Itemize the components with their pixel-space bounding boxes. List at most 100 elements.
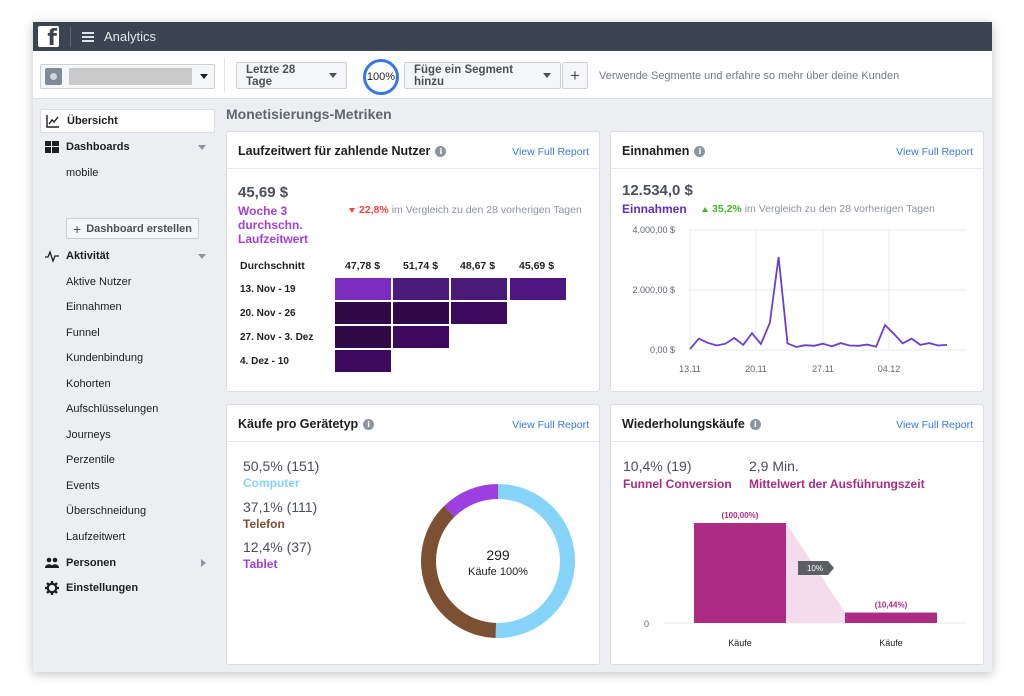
segment-hint: Verwende Segmente und erfahre so mehr üb… bbox=[599, 70, 900, 82]
card-title: Einnahmen i bbox=[622, 144, 706, 158]
funnel-bar-step-2[interactable] bbox=[845, 612, 937, 623]
device-name-computer: Computer bbox=[243, 476, 300, 490]
card-header: Käufe pro Gerätetyp i View Full Report bbox=[227, 405, 599, 442]
sidebar-item-label: Personen bbox=[66, 557, 117, 569]
column-average-1: 47,78 $ bbox=[345, 260, 381, 272]
hamburger-menu-icon[interactable] bbox=[82, 31, 94, 42]
toolbar: Letzte 28 Tage 100% Füge ein Segment hin… bbox=[33, 51, 992, 99]
view-full-report-link[interactable]: View Full Report bbox=[896, 146, 973, 158]
chevron-down-icon[interactable] bbox=[198, 145, 206, 150]
app-selector[interactable] bbox=[40, 64, 215, 89]
cohort-cell[interactable] bbox=[451, 302, 507, 324]
conversion-badge-label: 10% bbox=[807, 564, 823, 573]
sidebar-item-dashboards[interactable]: Dashboards bbox=[40, 135, 215, 159]
funnel-conversion-value: 10,4% (19) bbox=[623, 458, 692, 474]
average-label: Durchschnitt bbox=[240, 260, 305, 272]
sidebar-item-journeys[interactable]: Journeys bbox=[66, 429, 111, 441]
cohort-cell[interactable] bbox=[335, 302, 391, 324]
info-icon[interactable]: i bbox=[363, 418, 375, 430]
donut-slice-tablet[interactable] bbox=[443, 484, 498, 517]
sidebar-item-label: Aktivität bbox=[66, 250, 110, 262]
y-tick-label: 2.000,00 $ bbox=[632, 285, 675, 295]
sidebar-item-lifetime-value[interactable]: Laufzeitwert bbox=[66, 531, 126, 543]
sidebar-item-label: Einstellungen bbox=[66, 582, 139, 594]
chevron-right-icon[interactable] bbox=[201, 559, 206, 567]
cohort-cell[interactable] bbox=[335, 326, 391, 348]
date-range-button[interactable]: Letzte 28 Tage bbox=[236, 62, 347, 89]
funnel-bar-label: (10,44%) bbox=[875, 601, 908, 610]
people-icon bbox=[45, 556, 59, 570]
cohort-row-label: 4. Dez - 10 bbox=[240, 356, 289, 367]
facebook-logo-icon[interactable]: f bbox=[38, 26, 59, 47]
ltv-comparison: 22,8% im Vergleich zu den 28 vorherigen … bbox=[349, 204, 582, 216]
donut-slice-computer[interactable] bbox=[495, 484, 575, 638]
cohort-cell[interactable] bbox=[393, 302, 449, 324]
info-icon[interactable]: i bbox=[435, 145, 447, 157]
revenue-series-line bbox=[689, 256, 948, 350]
sidebar-item-active-users[interactable]: Aktive Nutzer bbox=[66, 276, 132, 288]
chevron-down-icon[interactable] bbox=[198, 254, 206, 259]
sidebar-item-breakdowns[interactable]: Aufschlüsselungen bbox=[66, 403, 159, 415]
card-title: Laufzeitwert für zahlende Nutzer i bbox=[238, 144, 447, 158]
top-divider bbox=[70, 26, 71, 47]
x-tick-label: 04.12 bbox=[878, 364, 901, 374]
sidebar-item-retention[interactable]: Kundenbindung bbox=[66, 352, 144, 364]
ltv-value: 45,69 $ bbox=[238, 184, 289, 201]
info-icon[interactable]: i bbox=[749, 418, 761, 430]
sidebar-item-activity[interactable]: Aktivität bbox=[40, 244, 215, 268]
sidebar-item-overview[interactable]: Übersicht bbox=[40, 109, 215, 133]
x-tick-label: Käufe bbox=[728, 638, 752, 648]
device-value-tablet: 12,4% (37) bbox=[243, 539, 312, 555]
y-tick-label: 0,00 $ bbox=[650, 345, 675, 355]
cohort-cell[interactable] bbox=[335, 278, 391, 300]
funnel-bar-chart[interactable]: 0 (100,00%) (10,44%) 10% Käufe Käufe bbox=[611, 505, 985, 655]
ltv-label: Woche 3 durchschn. Laufzeitwert bbox=[238, 204, 309, 246]
donut-slice-telefon[interactable] bbox=[421, 506, 497, 638]
sidebar-item-mobile[interactable]: mobile bbox=[66, 167, 99, 179]
cohort-row-label: 20. Nov - 26 bbox=[240, 308, 296, 319]
sidebar-item-settings[interactable]: Einstellungen bbox=[40, 576, 215, 600]
revenue-value: 12.534,0 $ bbox=[622, 182, 693, 199]
view-full-report-link[interactable]: View Full Report bbox=[896, 419, 973, 431]
sidebar-item-revenue[interactable]: Einnahmen bbox=[66, 301, 122, 313]
device-value-computer: 50,5% (151) bbox=[243, 458, 320, 474]
view-full-report-link[interactable]: View Full Report bbox=[512, 419, 589, 431]
cohort-cell[interactable] bbox=[335, 350, 391, 372]
sidebar-item-events[interactable]: Events bbox=[66, 480, 100, 492]
plus-icon: + bbox=[73, 220, 82, 237]
sidebar-item-overlap[interactable]: Überschneidung bbox=[66, 505, 147, 517]
info-icon[interactable]: i bbox=[694, 145, 706, 157]
card-title: Wiederholungskäufe i bbox=[622, 417, 761, 431]
column-average-4: 45,69 $ bbox=[519, 260, 555, 272]
analytics-window: f Analytics Letzte 28 Tage 100% Füge ein… bbox=[33, 22, 992, 672]
add-segment-button[interactable]: Füge ein Segment hinzu bbox=[404, 62, 561, 89]
x-tick-label: 13.11 bbox=[679, 364, 701, 374]
cohort-cell[interactable] bbox=[451, 278, 507, 300]
create-dashboard-button[interactable]: + Dashboard erstellen bbox=[66, 218, 199, 239]
mean-time-label: Mittelwert der Ausführungszeit bbox=[749, 477, 925, 491]
new-segment-button[interactable]: + bbox=[562, 62, 588, 89]
card-header: Einnahmen i View Full Report bbox=[611, 132, 983, 169]
column-average-3: 48,67 $ bbox=[460, 260, 496, 272]
cohort-cell[interactable] bbox=[393, 278, 449, 300]
cohort-cell[interactable] bbox=[393, 326, 449, 348]
revenue-line-chart[interactable]: 4.000,00 $ 2.000,00 $ 0,00 $ 13.11 20.11… bbox=[611, 220, 985, 380]
sidebar-item-funnel[interactable]: Funnel bbox=[66, 327, 100, 339]
sidebar-item-people[interactable]: Personen bbox=[40, 551, 215, 575]
chevron-down-icon bbox=[200, 74, 208, 79]
mean-time-value: 2,9 Min. bbox=[749, 458, 799, 474]
sampling-indicator[interactable]: 100% bbox=[363, 59, 399, 95]
sidebar-item-percentiles[interactable]: Perzentile bbox=[66, 454, 115, 466]
date-range-label: Letzte 28 Tage bbox=[246, 63, 296, 88]
view-full-report-link[interactable]: View Full Report bbox=[512, 146, 589, 158]
y-tick-label: 0 bbox=[644, 619, 649, 629]
funnel-bar-step-1[interactable] bbox=[694, 523, 786, 623]
create-dashboard-label: Dashboard erstellen bbox=[86, 222, 192, 235]
sidebar: Übersicht Dashboards mobile + Dashboard e… bbox=[33, 99, 224, 672]
device-donut-chart[interactable]: 299 Käufe 100% bbox=[410, 473, 586, 649]
y-tick-label: 4.000,00 $ bbox=[632, 225, 675, 235]
sidebar-item-cohorts[interactable]: Kohorten bbox=[66, 378, 111, 390]
device-name-tablet: Tablet bbox=[243, 557, 278, 571]
cohort-cell[interactable] bbox=[510, 278, 566, 300]
sidebar-item-label: Dashboards bbox=[66, 141, 130, 153]
